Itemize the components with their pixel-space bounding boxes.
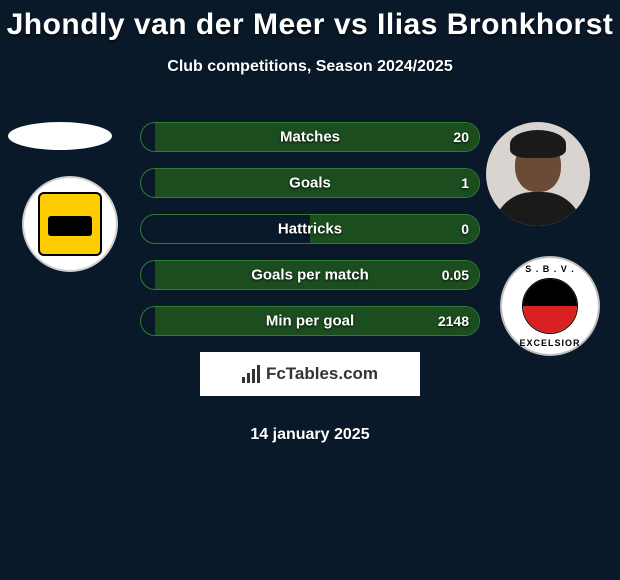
stat-label: Goals per match	[251, 267, 369, 284]
stat-row-gpm: Goals per match 0.05	[140, 260, 480, 290]
page-title: Jhondly van der Meer vs Ilias Bronkhorst	[0, 0, 620, 42]
stat-row-matches: Matches 20	[140, 122, 480, 152]
date-text: 14 january 2025	[0, 426, 620, 444]
stat-row-minpergoal: Min per goal 2148	[140, 306, 480, 336]
subtitle: Club competitions, Season 2024/2025	[0, 58, 620, 76]
stat-right-value: 20	[453, 129, 469, 145]
stat-right-value: 1	[461, 175, 469, 191]
stat-label: Min per goal	[266, 313, 354, 330]
brand-badge: FcTables.com	[200, 352, 420, 396]
stats-container: Matches 20 Goals 1 Hattricks 0 Goals per…	[140, 122, 480, 352]
excelsior-core	[522, 278, 578, 334]
stat-label: Matches	[280, 129, 340, 146]
stat-right-value: 0.05	[442, 267, 469, 283]
cambuur-stripe	[48, 216, 92, 236]
club-crest-left	[22, 176, 118, 272]
bar-chart-icon	[242, 365, 260, 383]
brand-text: FcTables.com	[266, 364, 378, 384]
cambuur-shield	[38, 192, 102, 256]
stat-row-hattricks: Hattricks 0	[140, 214, 480, 244]
club-right-ring-bottom: EXCELSIOR	[502, 338, 598, 348]
player-left-photo	[8, 122, 112, 150]
stat-label: Goals	[289, 175, 331, 192]
stat-right-value: 2148	[438, 313, 469, 329]
player-right-photo	[486, 122, 590, 226]
stat-row-goals: Goals 1	[140, 168, 480, 198]
club-right-ring-top: S . B . V .	[502, 264, 598, 274]
club-crest-right: S . B . V . EXCELSIOR	[500, 256, 600, 356]
stat-right-value: 0	[461, 221, 469, 237]
stat-label: Hattricks	[278, 221, 342, 238]
